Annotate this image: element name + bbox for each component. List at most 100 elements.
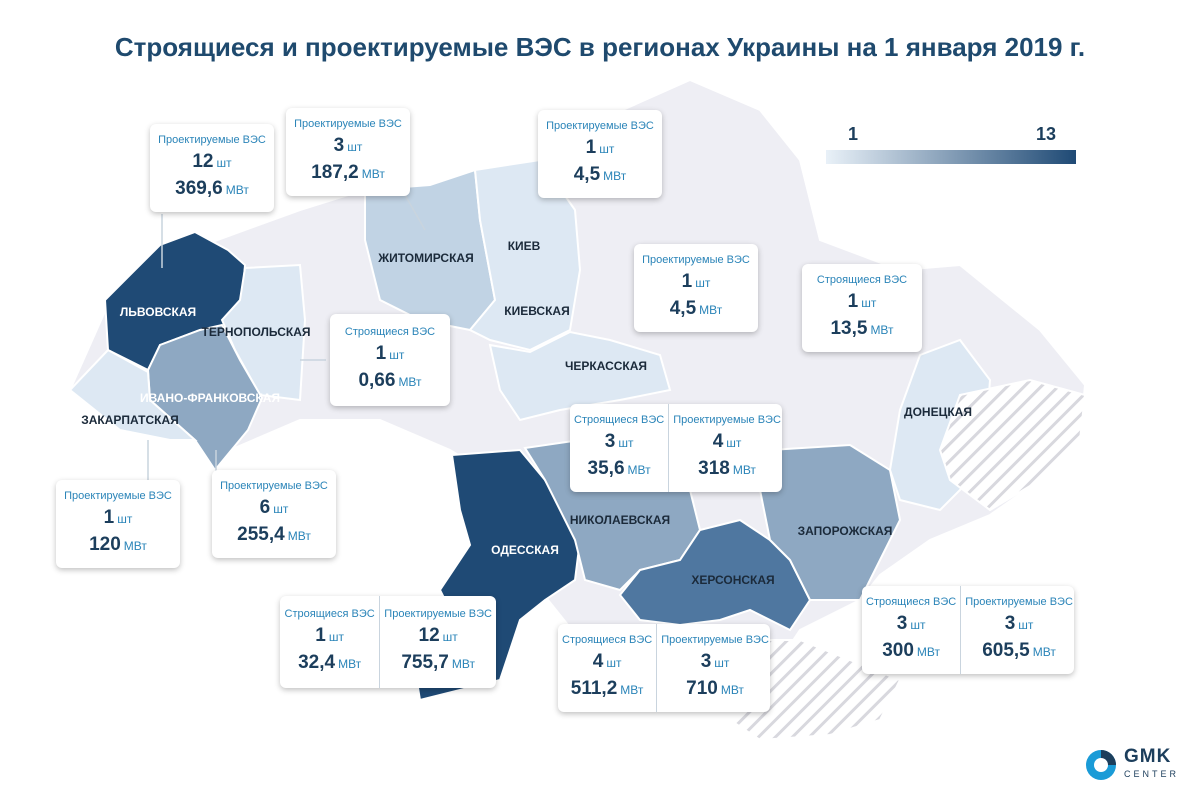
info-power-unit: МВт [1032,644,1056,659]
info-count-unit: шт [117,511,133,526]
region-label-donetsk: ДОНЕЦКАЯ [904,405,972,419]
info-power: 187,2 [311,161,359,183]
info-box-odessa: Строящиеся ВЭС 1 шт 32,4 МВт Проектируемые… [280,596,496,688]
info-power: 4,5 [669,297,697,319]
info-count-unit: шт [328,629,344,644]
info-box-kherson: Строящиеся ВЭС 4 шт 511,2 МВт Проектируемы… [558,624,770,712]
info-type: Проектируемые ВЭС [642,253,750,266]
region-label-zaporozhye: ЗАПОРОЖСКАЯ [798,524,893,538]
info-count: 3 [700,650,712,672]
info-power: 255,4 [237,523,285,545]
info-power: 32,4 [298,651,336,673]
legend-min: 1 [848,124,859,144]
info-count: 1 [315,624,326,646]
info-box-kharkiv: Строящиеся ВЭС 1 шт 13,5 МВт [802,264,922,352]
info-count-unit: шт [1018,617,1034,632]
info-col: Проектируемые ВЭС 1 шт 4,5 МВт [634,244,758,332]
info-type: Проектируемые ВЭС [384,607,492,620]
info-power: 755,7 [401,651,449,673]
info-type: Проектируемые ВЭС [673,413,781,426]
info-power-unit: МВт [870,322,894,337]
info-type: Проектируемые ВЭС [64,489,172,502]
info-type: Строящиеся ВЭС [574,413,665,426]
info-col-built: Строящиеся ВЭС 1 шт 32,4 МВт [280,596,379,688]
info-count: 3 [896,612,908,634]
info-count-unit: шт [726,435,742,450]
info-type: Проектируемые ВЭС [294,117,402,130]
info-col-built: Строящиеся ВЭС 4 шт 511,2 МВт [558,624,656,712]
info-count-unit: шт [389,347,405,362]
info-col-planned: Проектируемые ВЭС 4 шт 318 МВт [668,404,785,492]
region-label-odessa: ОДЕССКАЯ [491,543,559,557]
info-power: 120 [89,533,121,555]
info-box-kiev: Проектируемые ВЭС 1 шт 4,5 МВт [538,110,662,198]
info-count: 1 [103,506,115,528]
info-power: 369,6 [175,177,223,199]
info-box-ivano: Проектируемые ВЭС 6 шт 255,4 МВт [212,470,336,558]
info-count-unit: шт [347,139,363,154]
info-power-unit: МВт [287,528,311,543]
info-col: Проектируемые ВЭС 1 шт 4,5 МВт [538,110,662,198]
info-power-unit: МВт [620,682,644,697]
connector-zhytomyr [404,194,426,231]
info-power-unit: МВт [398,374,422,389]
map-title: Строящиеся и проектируемые ВЭС в региона… [114,32,1086,62]
region-cherkassy [488,330,672,422]
legend-gradient-bar [826,150,1076,164]
info-power: 605,5 [982,639,1030,661]
info-power: 35,6 [587,457,625,479]
info-power-unit: МВт [451,656,475,671]
info-box-zaporozhye: Строящиеся ВЭС 3 шт 300 МВт Проектируемые … [862,586,1074,674]
info-type: Проектируемые ВЭС [158,133,266,146]
info-count: 1 [681,270,693,292]
info-box-nikolaev: Строящиеся ВЭС 3 шт 35,6 МВт Проектируемые… [570,404,782,492]
region-label-kiev-city: КИЕВ [508,239,541,253]
logo-sub: CENTER [1124,769,1180,779]
info-col: Проектируемые ВЭС 12 шт 369,6 МВт [150,124,274,212]
info-power-unit: МВт [699,302,723,317]
info-type: Проектируемые ВЭС [661,633,769,646]
region-label-ivano: ИВАНО-ФРАНКОВСКАЯ [140,391,280,405]
region-label-nikolaev: НИКОЛАЕВСКАЯ [570,513,670,527]
info-count-unit: шт [695,275,711,290]
info-col: Проектируемые ВЭС 3 шт 187,2 МВт [286,108,410,196]
info-type: Проектируемые ВЭС [220,479,328,492]
info-count-unit: шт [618,435,634,450]
info-count-unit: шт [273,501,289,516]
region-label-zhytomyr: ЖИТОМИРСКАЯ [377,251,473,265]
info-count: 3 [333,134,345,156]
info-col: Проектируемые ВЭС 1 шт 120 МВт [56,480,180,568]
info-power: 13,5 [830,317,868,339]
info-count: 1 [585,136,597,158]
info-col: Строящиеся ВЭС 1 шт 0,66 МВт [330,314,450,406]
info-power: 318 [698,457,730,479]
info-box-zhytomyr: Проектируемые ВЭС 3 шт 187,2 МВт [286,108,410,196]
info-col-planned: Проектируемые ВЭС 3 шт 710 МВт [656,624,773,712]
gmk-logo-icon [1086,750,1116,780]
info-count-unit: шт [861,295,877,310]
info-count: 1 [847,290,859,312]
info-count: 4 [592,650,604,672]
info-power-unit: МВт [123,538,147,553]
info-type: Строящиеся ВЭС [344,325,436,338]
region-label-lviv: ЛЬВОВСКАЯ [120,305,196,319]
logo-name: GMK [1124,746,1172,767]
info-type: Строящиеся ВЭС [562,633,653,646]
info-power: 511,2 [570,677,618,699]
region-zaporozhye [758,443,902,601]
info-count: 12 [192,150,214,172]
info-col-built: Строящиеся ВЭС 3 шт 35,6 МВт [570,404,668,492]
occupied-east [938,378,1087,512]
info-col-planned: Проектируемые ВЭС 3 шт 605,5 МВт [960,586,1077,674]
info-count-unit: шт [910,617,926,632]
info-power-unit: МВт [225,182,249,197]
legend-max: 13 [1036,124,1057,144]
info-count-unit: шт [216,155,232,170]
info-power: 4,5 [573,163,601,185]
info-power-unit: МВт [361,166,385,181]
region-label-cherkassy: ЧЕРКАССКАЯ [565,359,647,373]
region-label-kherson: ХЕРСОНСКАЯ [691,573,774,587]
region-label-ternopil: ТЕРНОПОЛЬСКАЯ [201,325,310,339]
gmk-logo: GMK CENTER [1084,744,1194,788]
info-count: 1 [375,342,387,364]
